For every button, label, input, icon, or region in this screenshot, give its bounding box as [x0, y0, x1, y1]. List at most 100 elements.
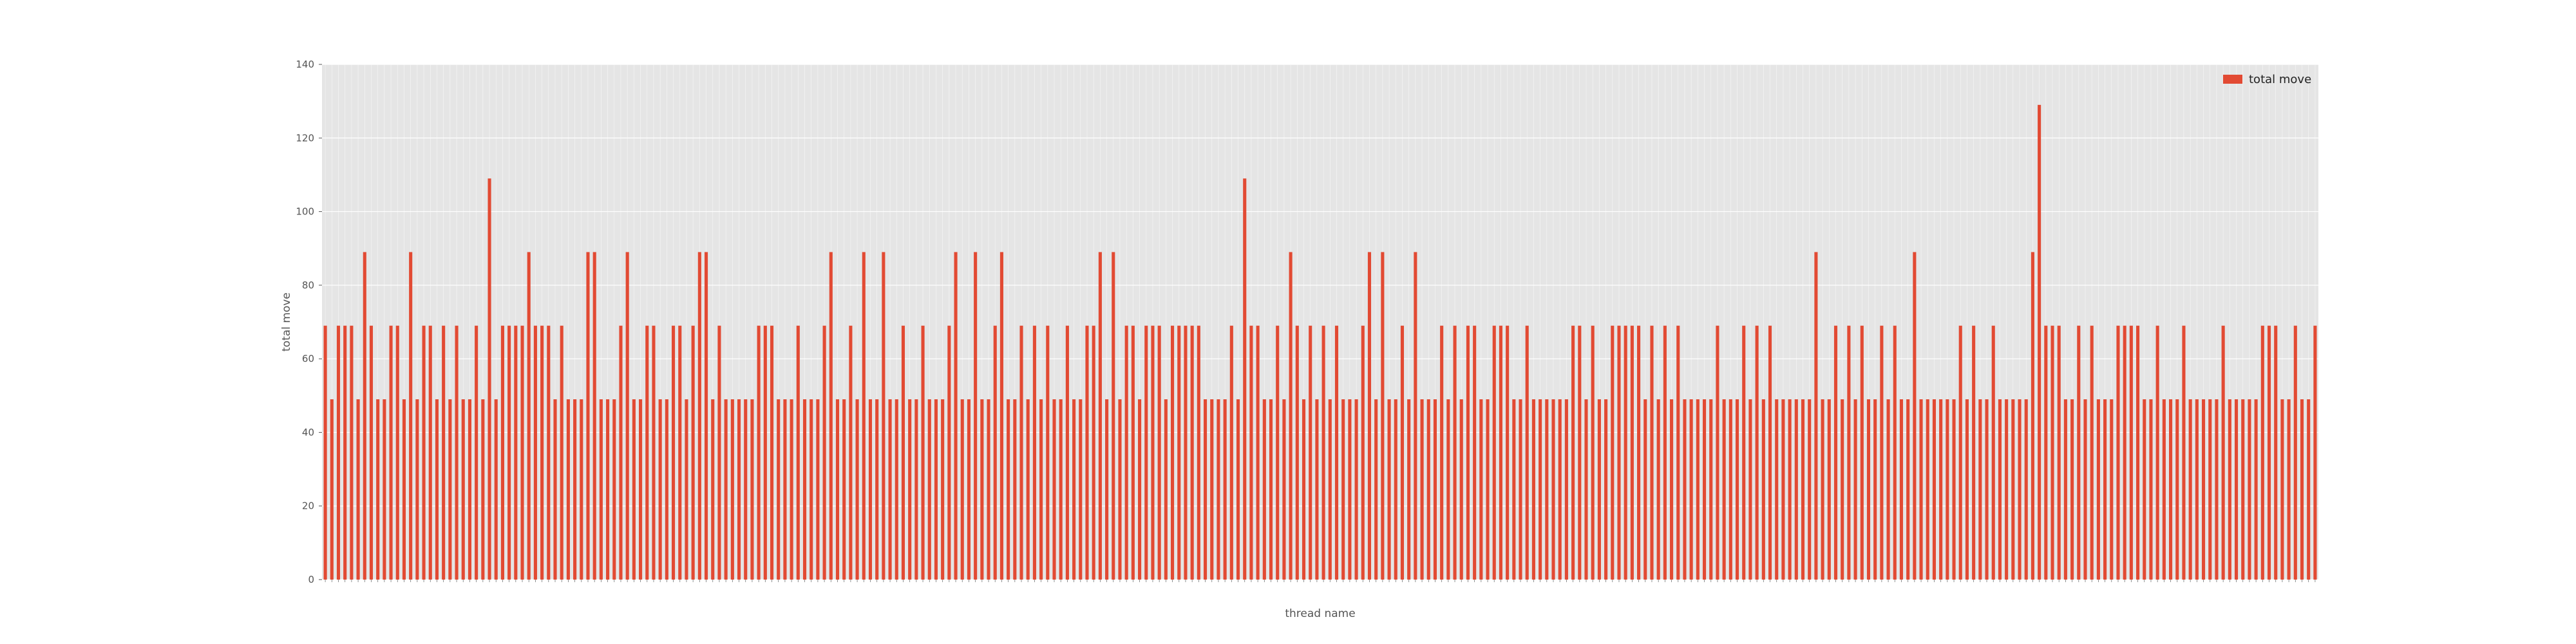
bar	[2241, 399, 2245, 580]
bar	[665, 399, 668, 580]
bar	[783, 399, 787, 580]
bar	[1453, 325, 1457, 580]
bar	[1098, 252, 1102, 580]
bar	[1998, 399, 2002, 580]
bar	[2103, 399, 2107, 580]
bar	[1400, 325, 1405, 580]
bar	[1991, 325, 1995, 580]
bar	[2254, 399, 2258, 580]
bar	[1446, 399, 1450, 580]
bar	[1243, 178, 1247, 580]
bar	[1276, 325, 1280, 580]
bar	[1295, 325, 1299, 580]
bar	[1833, 325, 1838, 580]
bar	[1814, 252, 1818, 580]
x-axis-title: thread name	[1285, 607, 1355, 620]
bar	[1761, 399, 1765, 580]
bar	[1039, 399, 1043, 580]
bar	[914, 399, 918, 580]
bar	[685, 399, 688, 580]
bar	[369, 325, 374, 580]
bar	[1873, 399, 1877, 580]
bar	[461, 399, 465, 580]
bar	[888, 399, 892, 580]
bar	[1808, 399, 1812, 580]
bar	[455, 325, 459, 580]
bar	[816, 399, 820, 580]
bar	[2208, 399, 2212, 580]
bar	[1866, 399, 1871, 580]
bar	[2096, 399, 2100, 580]
bar	[1564, 399, 1568, 580]
bar	[934, 399, 938, 580]
bar	[547, 325, 551, 580]
bar	[2162, 399, 2166, 580]
bar	[1210, 399, 1214, 580]
bar	[1473, 325, 1477, 580]
bar	[941, 399, 945, 580]
bar	[1341, 399, 1345, 580]
bar	[1519, 399, 1522, 580]
y-tick-label: 140	[296, 59, 314, 70]
bar	[987, 399, 990, 580]
bar	[395, 325, 399, 580]
bar	[2267, 325, 2271, 580]
bar	[810, 399, 813, 580]
bar	[2018, 399, 2022, 580]
bar	[475, 325, 478, 580]
bar	[672, 325, 676, 580]
bar	[1597, 399, 1601, 580]
bar	[1420, 399, 1424, 580]
bar	[1367, 252, 1372, 580]
bar	[1702, 399, 1707, 580]
bar	[356, 399, 360, 580]
bar	[697, 252, 701, 580]
bar	[1426, 399, 1430, 580]
bar	[1249, 325, 1253, 580]
bar	[645, 325, 649, 580]
bar	[2024, 399, 2028, 580]
bar	[1591, 325, 1595, 580]
bar	[2011, 399, 2015, 580]
bar	[1670, 399, 1674, 580]
bar	[2280, 399, 2284, 580]
bar	[363, 252, 366, 580]
bar	[1144, 325, 1148, 580]
bar	[1611, 325, 1615, 580]
bar	[802, 399, 807, 580]
bar	[619, 325, 623, 580]
bar	[2143, 399, 2146, 580]
bar	[1269, 399, 1273, 580]
bar	[1617, 325, 1621, 580]
bar	[1387, 399, 1391, 580]
bar	[2057, 325, 2061, 580]
bar	[2248, 399, 2251, 580]
bar	[514, 325, 518, 580]
bar	[580, 399, 583, 580]
bar	[625, 252, 629, 580]
bar	[2063, 399, 2067, 580]
bar	[448, 399, 452, 580]
bar	[2050, 325, 2054, 580]
bar	[2044, 325, 2048, 580]
bar	[849, 325, 853, 580]
bar	[678, 325, 682, 580]
bar	[500, 325, 504, 580]
bar	[993, 325, 997, 580]
bar	[1197, 325, 1200, 580]
bar	[2169, 399, 2173, 580]
bar	[1880, 325, 1884, 580]
bar	[974, 252, 978, 580]
bar	[1217, 399, 1220, 580]
bar	[2123, 325, 2126, 580]
bar	[790, 399, 793, 580]
bar	[1755, 325, 1759, 580]
bar	[1893, 325, 1897, 580]
bar	[1709, 399, 1713, 580]
bar	[855, 399, 859, 580]
bar	[1059, 399, 1063, 580]
bar	[796, 325, 800, 580]
y-tick-label: 120	[296, 132, 314, 144]
bar	[632, 399, 636, 580]
